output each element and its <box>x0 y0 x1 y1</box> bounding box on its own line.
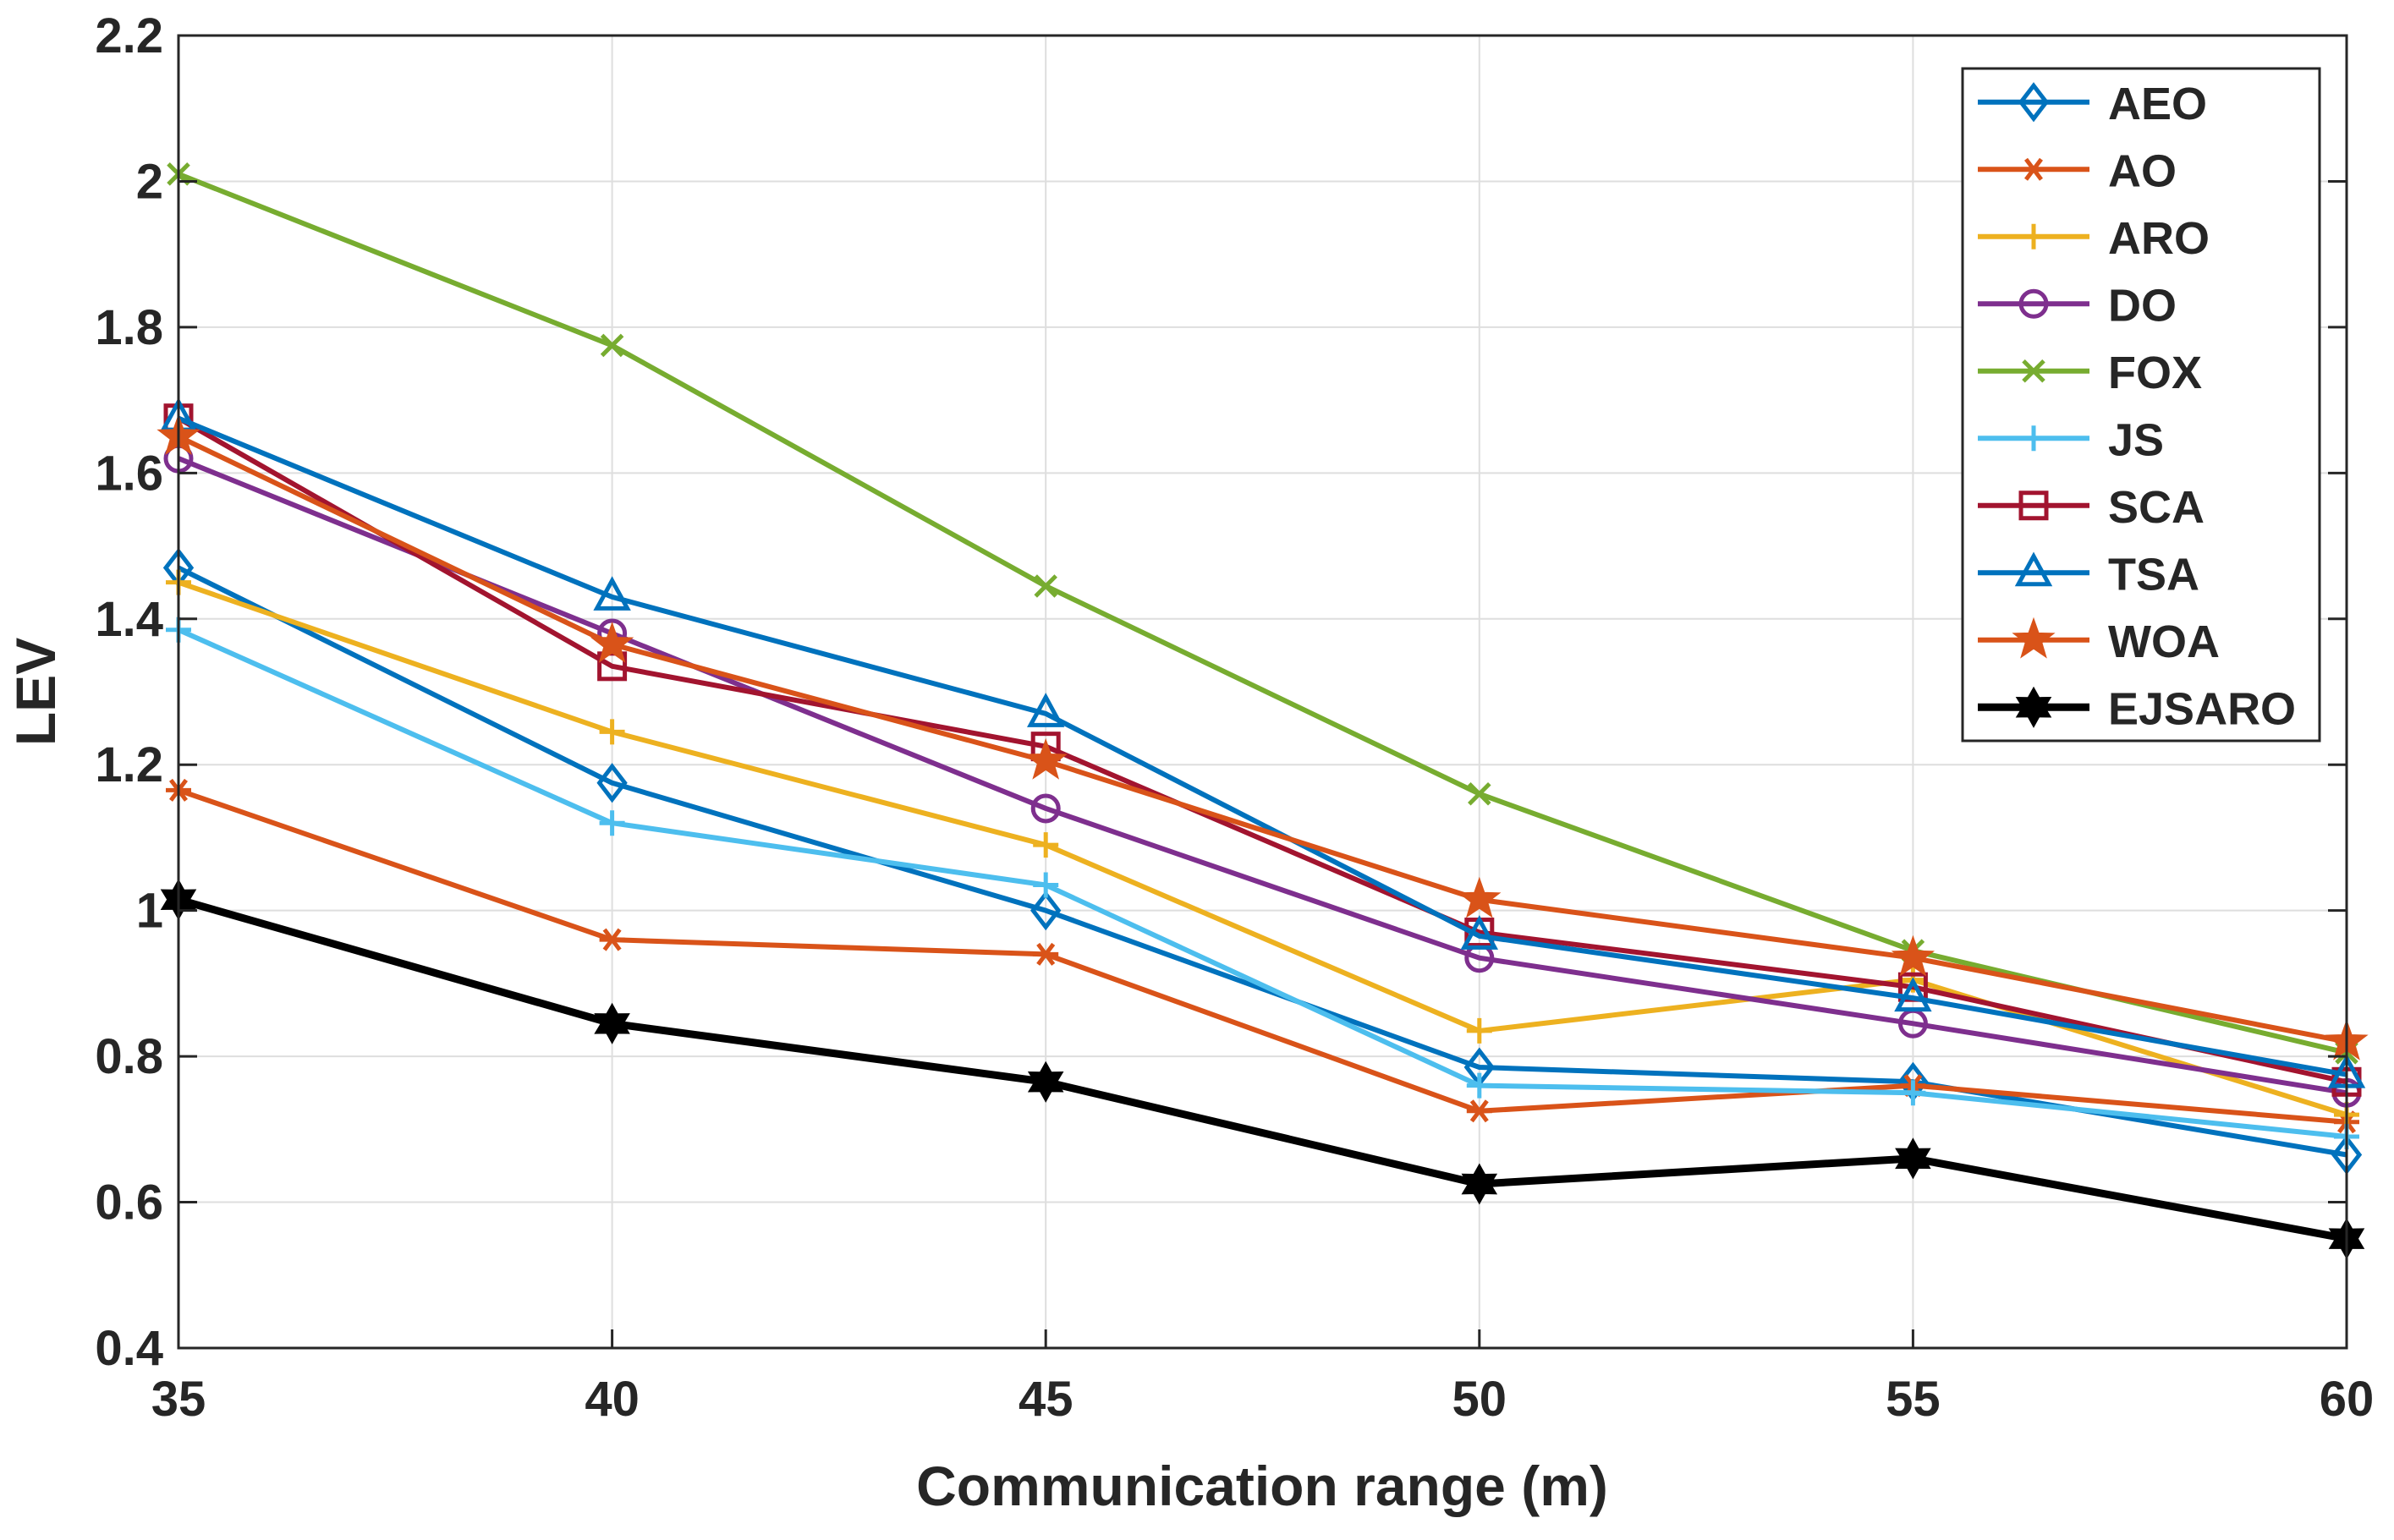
legend-item-js: JS <box>1978 414 2164 465</box>
legend-label: ARO <box>2108 213 2210 264</box>
y-tick-label: 1.8 <box>95 300 163 355</box>
series-line-js <box>177 627 2347 1139</box>
data-point-fox <box>600 333 624 358</box>
data-point-js <box>1466 1072 1492 1099</box>
series-line-ejsaro <box>177 896 2347 1243</box>
x-tick-label: 45 <box>1019 1372 1073 1427</box>
series-lines <box>156 162 2369 1260</box>
data-point-woa <box>590 622 634 663</box>
series-line-tsa <box>177 415 2347 1077</box>
legend-item-aeo: AEO <box>1978 79 2207 129</box>
legend-marker-ao <box>2021 157 2046 181</box>
legend-marker-ejsaro <box>2015 686 2052 728</box>
legend-item-do: DO <box>1978 280 2177 331</box>
legend-marker-aeo <box>2018 82 2050 123</box>
data-point-aeo <box>1030 891 1062 931</box>
legend-marker-aro <box>2021 223 2046 249</box>
data-point-tsa <box>593 576 631 611</box>
legend-marker-do <box>2018 288 2049 319</box>
data-point-do <box>1030 793 1061 824</box>
data-point-tsa <box>1026 693 1065 727</box>
y-tick-label: 0.8 <box>95 1029 163 1084</box>
x-tick-label: 50 <box>1452 1372 1507 1427</box>
y-tick-label: 1.4 <box>95 592 163 647</box>
legend-label: AO <box>2108 145 2177 196</box>
legend-label: TSA <box>2108 549 2199 600</box>
data-point-js <box>599 810 625 836</box>
y-tick-label: 1.6 <box>95 446 163 501</box>
axes: 35 40 45 50 55 60 0.4 0.6 0.8 1 1.2 1.4 1.6 1.8 2 2.2 <box>95 8 2374 1427</box>
data-point-aro <box>599 719 625 745</box>
data-point-woa <box>1891 934 1936 977</box>
data-point-js <box>1033 872 1059 898</box>
data-point-ao <box>599 928 625 951</box>
legend-marker-tsa <box>2014 551 2053 587</box>
data-point-ao <box>1466 1099 1492 1123</box>
legend-label: DO <box>2108 280 2177 331</box>
legend: AEO AO ARO DO FOX JS SCA TSA WOA EJSARO <box>1961 67 2321 743</box>
data-point-woa <box>1024 737 1068 780</box>
legend-item-aro: ARO <box>1978 213 2210 264</box>
data-point-tsa <box>1460 915 1499 950</box>
series-line-ao <box>178 787 2347 1125</box>
legend-label: FOX <box>2108 348 2202 398</box>
y-tick-label: 2 <box>136 154 163 209</box>
series-line-sca <box>177 416 2347 1085</box>
y-tick-label: 1.2 <box>95 737 163 792</box>
y-tick-label: 0.6 <box>95 1176 163 1230</box>
data-point-aeo <box>596 763 628 803</box>
y-tick-label: 0.4 <box>95 1321 163 1376</box>
legend-item-ao: AO <box>1978 145 2177 196</box>
y-tick-label: 2.2 <box>95 8 163 63</box>
legend-item-tsa: TSA <box>1978 549 2199 600</box>
data-point-js <box>1900 1080 1926 1106</box>
legend-item-woa: WOA <box>1978 617 2220 667</box>
data-point-fox <box>1034 574 1057 598</box>
data-point-ao <box>1033 942 1059 966</box>
series-do <box>163 443 2362 1108</box>
x-tick-label: 35 <box>151 1372 206 1427</box>
legend-label: WOA <box>2108 617 2220 667</box>
legend-marker-sca <box>2018 490 2049 521</box>
x-tick-label: 40 <box>585 1372 640 1427</box>
legend-box <box>1961 67 2321 743</box>
y-axis-label: LEV <box>4 638 67 746</box>
y-tick-label: 1 <box>136 884 163 939</box>
legend-label: JS <box>2108 414 2164 465</box>
legend-marker-fox <box>2022 359 2045 383</box>
legend-item-fox: FOX <box>1978 348 2202 398</box>
legend-item-sca: SCA <box>1978 482 2205 533</box>
series-line-do <box>177 456 2347 1096</box>
legend-label: EJSARO <box>2108 683 2296 734</box>
x-tick-label: 60 <box>2320 1372 2375 1427</box>
data-point-ejsaro <box>1461 1163 1498 1205</box>
series-line-woa <box>177 434 2347 1044</box>
data-point-woa <box>1458 876 1502 918</box>
series-line-fox <box>177 172 2347 1055</box>
x-axis-label: Communication range (m) <box>916 1455 1608 1517</box>
data-point-ejsaro <box>1027 1060 1064 1103</box>
legend-item-ejsaro: EJSARO <box>1978 683 2296 734</box>
data-point-aro <box>1466 1017 1492 1044</box>
legend-label: SCA <box>2108 482 2205 533</box>
data-point-tsa <box>1894 977 1932 1012</box>
series-js <box>166 617 2359 1149</box>
plot-frame <box>177 34 2348 1350</box>
data-point-fox <box>1468 781 1491 806</box>
data-point-ejsaro <box>1895 1137 1931 1180</box>
legend-marker-woa <box>2012 617 2056 659</box>
legend-label: AEO <box>2108 79 2207 129</box>
x-tick-label: 55 <box>1886 1372 1941 1427</box>
legend-marker-js <box>2021 425 2046 452</box>
data-point-ejsaro <box>594 1002 630 1044</box>
data-point-aro <box>1033 832 1059 858</box>
